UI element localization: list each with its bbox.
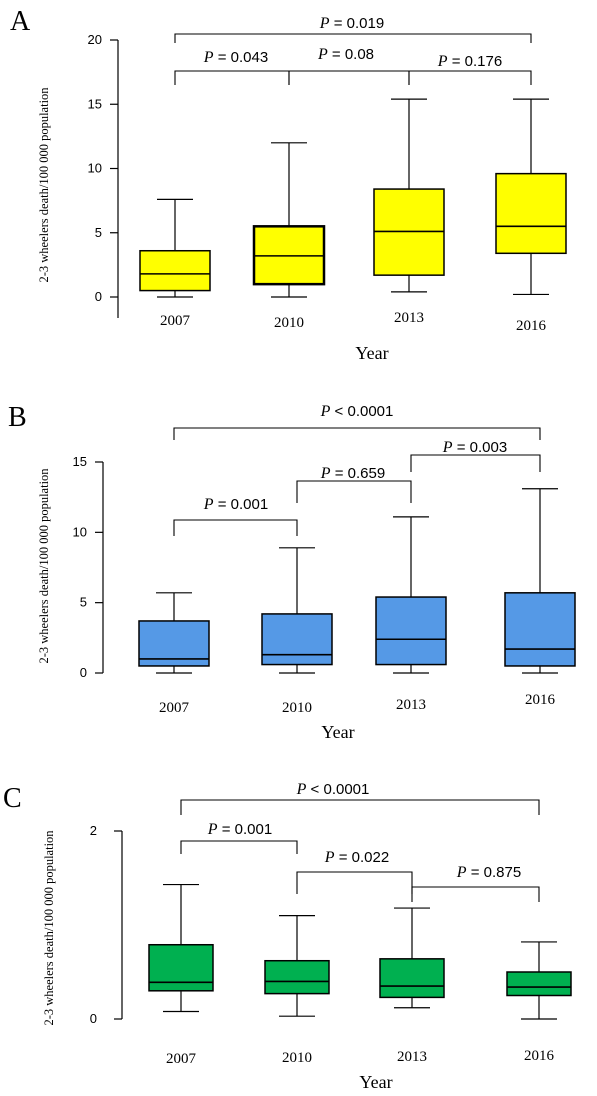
p-value-label: P = 0.875 — [456, 864, 521, 881]
box-2010 — [252, 142, 326, 298]
y-tick-label: 2 — [90, 823, 97, 838]
y-tick-label: 20 — [88, 32, 102, 47]
significance-bracket — [296, 480, 412, 503]
p-value-label: P = 0.659 — [320, 465, 385, 482]
significance-bracket — [173, 519, 298, 536]
p-value-label: P = 0.019 — [319, 15, 384, 32]
box-2016 — [495, 98, 567, 296]
significance-bracket — [411, 886, 540, 902]
panel-a: A 0 5 10 15 20 2-3 wheelers death/100 000 popu… — [10, 6, 567, 363]
x-axis-label: Year — [355, 343, 388, 363]
significance-bracket — [296, 871, 413, 894]
iqr-box — [379, 958, 445, 999]
box-2010 — [264, 914, 330, 1017]
x-tick-label: 2016 — [525, 692, 556, 708]
iqr-box — [264, 959, 330, 995]
y-tick-label: 10 — [73, 524, 87, 539]
panel-label: A — [10, 6, 31, 37]
x-tick-label: 2010 — [282, 700, 312, 716]
p-value-label: P = 0.001 — [203, 496, 268, 513]
x-tick-label: 2010 — [282, 1050, 312, 1066]
iqr-box — [148, 943, 214, 992]
box-2016 — [504, 488, 576, 674]
significance-bracket — [288, 70, 410, 85]
p-value-label: P = 0.043 — [203, 49, 268, 66]
y-tick-label: 15 — [73, 454, 87, 469]
box-2007 — [139, 198, 211, 298]
p-value-label: P = 0.022 — [324, 849, 389, 866]
y-tick-label: 10 — [88, 161, 102, 176]
y-axis-label: 2-3 wheelers death/100 000 population — [37, 468, 51, 664]
box-2013 — [373, 98, 445, 293]
significance-bracket — [173, 427, 541, 440]
x-axis-label: Year — [359, 1072, 392, 1092]
box-2007 — [138, 592, 210, 674]
panel-label: B — [8, 402, 27, 433]
iqr-box — [506, 971, 572, 997]
x-tick-label: 2007 — [166, 1051, 197, 1067]
x-tick-label: 2007 — [159, 700, 190, 716]
x-axis-label: Year — [321, 722, 354, 742]
y-tick-label: 0 — [90, 1011, 97, 1026]
p-value-label: P = 0.003 — [442, 439, 507, 456]
p-value-label: P = 0.176 — [437, 53, 502, 70]
significance-bracket — [180, 799, 540, 815]
iqr-box — [504, 592, 576, 667]
significance-bracket — [180, 840, 298, 854]
box-2013 — [375, 516, 447, 674]
iqr-box — [495, 172, 567, 255]
x-tick-label: 2016 — [524, 1048, 555, 1064]
iqr-box — [375, 596, 447, 666]
p-value-label: P < 0.0001 — [296, 781, 370, 798]
significance-bracket — [174, 33, 532, 43]
significance-bracket — [174, 70, 290, 85]
iqr-box — [139, 249, 211, 292]
x-tick-label: 2010 — [274, 315, 304, 331]
panel-label: C — [3, 783, 22, 814]
panel-b: B 0 5 10 15 2-3 wheelers death/100 000 popula… — [8, 402, 576, 742]
box-2013 — [379, 907, 445, 1009]
significance-bracket — [408, 70, 532, 85]
x-tick-label: 2016 — [516, 318, 547, 334]
x-tick-label: 2007 — [160, 313, 191, 329]
p-value-label: P = 0.08 — [317, 46, 374, 63]
box-2016 — [506, 941, 572, 1020]
box-2007 — [148, 883, 214, 1013]
y-tick-label: 0 — [80, 665, 87, 680]
significance-bracket — [410, 454, 541, 472]
x-tick-label: 2013 — [396, 697, 426, 713]
y-tick-label: 5 — [95, 225, 102, 240]
panel-c: C 0 2 2-3 wheelers death/100 000 population… — [3, 781, 572, 1092]
x-tick-label: 2013 — [394, 310, 424, 326]
iqr-box — [261, 613, 333, 666]
y-axis-label: 2-3 wheelers death/100 000 population — [42, 830, 56, 1026]
x-tick-label: 2013 — [397, 1049, 427, 1065]
y-tick-label: 15 — [88, 96, 102, 111]
p-value-label: P < 0.0001 — [320, 403, 394, 420]
y-axis-label: 2-3 wheelers death/100 000 population — [37, 87, 51, 283]
box-2010 — [261, 547, 333, 674]
p-value-label: P = 0.001 — [207, 821, 272, 838]
y-tick-label: 0 — [95, 289, 102, 304]
y-tick-label: 5 — [80, 595, 87, 610]
